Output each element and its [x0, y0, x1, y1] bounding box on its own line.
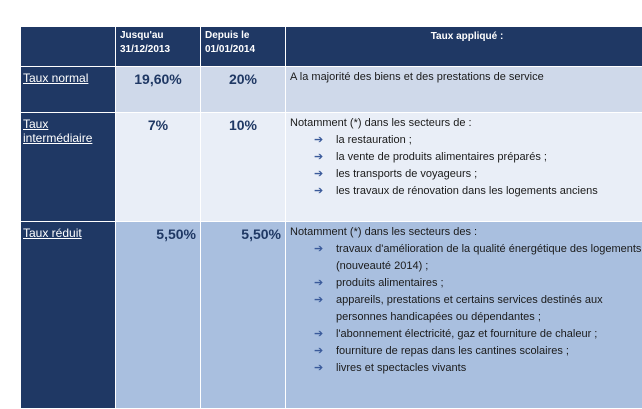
row-label-cell: Taux intermédiaire	[21, 113, 116, 222]
arrow-right-icon: ➔	[286, 241, 330, 275]
header-after-line1: Depuis le	[205, 29, 285, 43]
arrow-right-icon: ➔	[286, 132, 330, 149]
rate-before-cell: 19,60%	[116, 67, 201, 113]
rate-description-intro: Notamment (*) dans les secteurs des :	[286, 222, 642, 241]
rate-description-cell: Notamment (*) dans les secteurs des : ➔t…	[286, 222, 642, 409]
list-item: ➔fourniture de repas dans les cantines s…	[286, 343, 642, 360]
header-before-cell: Jusqu'au 31/12/2013	[116, 27, 201, 67]
arrow-right-icon: ➔	[286, 275, 330, 292]
row-label-cell: Taux normal	[21, 67, 116, 113]
rate-before-cell: 5,50%	[116, 222, 201, 409]
arrow-right-icon: ➔	[286, 183, 330, 200]
rate-after-cell: 5,50%	[201, 222, 286, 409]
rate-name-link[interactable]: Taux normal	[23, 71, 113, 85]
rate-before-cell: 7%	[116, 113, 201, 222]
rate-before-value: 19,60%	[116, 71, 200, 87]
list-item: ➔travaux d'amélioration de la qualité én…	[286, 241, 642, 275]
list-item: ➔les transports de voyageurs ;	[286, 166, 642, 183]
arrow-right-icon: ➔	[286, 149, 330, 166]
rate-description-intro: Notamment (*) dans les secteurs de :	[286, 113, 642, 132]
rate-after-value: 10%	[201, 117, 285, 133]
rate-after-value: 5,50%	[201, 226, 281, 242]
header-before-line1: Jusqu'au	[120, 29, 200, 43]
rate-before-value: 7%	[116, 117, 200, 133]
list-item: ➔livres et spectacles vivants	[286, 360, 642, 377]
rate-description-cell: Notamment (*) dans les secteurs de : ➔la…	[286, 113, 642, 222]
vat-rates-table: Jusqu'au 31/12/2013 Depuis le 01/01/2014…	[20, 26, 642, 409]
arrow-right-icon: ➔	[286, 326, 330, 343]
row-label-cell: Taux réduit	[21, 222, 116, 409]
rate-after-cell: 20%	[201, 67, 286, 113]
rate-name-link[interactable]: Taux intermédiaire	[23, 117, 113, 145]
list-item: ➔appareils, prestations et certains serv…	[286, 292, 642, 326]
header-row: Jusqu'au 31/12/2013 Depuis le 01/01/2014…	[21, 27, 642, 67]
arrow-right-icon: ➔	[286, 166, 330, 183]
arrow-right-icon: ➔	[286, 360, 330, 377]
rate-description-cell: A la majorité des biens et des prestatio…	[286, 67, 642, 113]
header-applied-label: Taux appliqué :	[431, 31, 504, 42]
table-row: Taux intermédiaire 7% 10% Notamment (*) …	[21, 113, 642, 222]
header-after-line2: 01/01/2014	[205, 43, 285, 57]
arrow-right-icon: ➔	[286, 292, 330, 326]
header-after-cell: Depuis le 01/01/2014	[201, 27, 286, 67]
table-row: Taux normal 19,60% 20% A la majorité des…	[21, 67, 642, 113]
list-item: ➔produits alimentaires ;	[286, 275, 642, 292]
header-applied-cell: Taux appliqué :	[286, 27, 642, 67]
rate-before-value: 5,50%	[116, 226, 196, 242]
rate-after-cell: 10%	[201, 113, 286, 222]
list-item: ➔la vente de produits alimentaires prépa…	[286, 149, 642, 166]
rate-after-value: 20%	[201, 71, 285, 87]
rate-description-intro: A la majorité des biens et des prestatio…	[286, 67, 642, 86]
arrow-right-icon: ➔	[286, 343, 330, 360]
sector-list: ➔travaux d'amélioration de la qualité én…	[286, 241, 642, 377]
table-row: Taux réduit 5,50% 5,50% Notamment (*) da…	[21, 222, 642, 409]
header-before-line2: 31/12/2013	[120, 43, 200, 57]
header-empty-cell	[21, 27, 116, 67]
rate-name-link[interactable]: Taux réduit	[23, 226, 113, 240]
sector-list: ➔la restauration ; ➔la vente de produits…	[286, 132, 642, 200]
list-item: ➔la restauration ;	[286, 132, 642, 149]
list-item: ➔l'abonnement électricité, gaz et fourni…	[286, 326, 642, 343]
list-item: ➔les travaux de rénovation dans les loge…	[286, 183, 642, 200]
